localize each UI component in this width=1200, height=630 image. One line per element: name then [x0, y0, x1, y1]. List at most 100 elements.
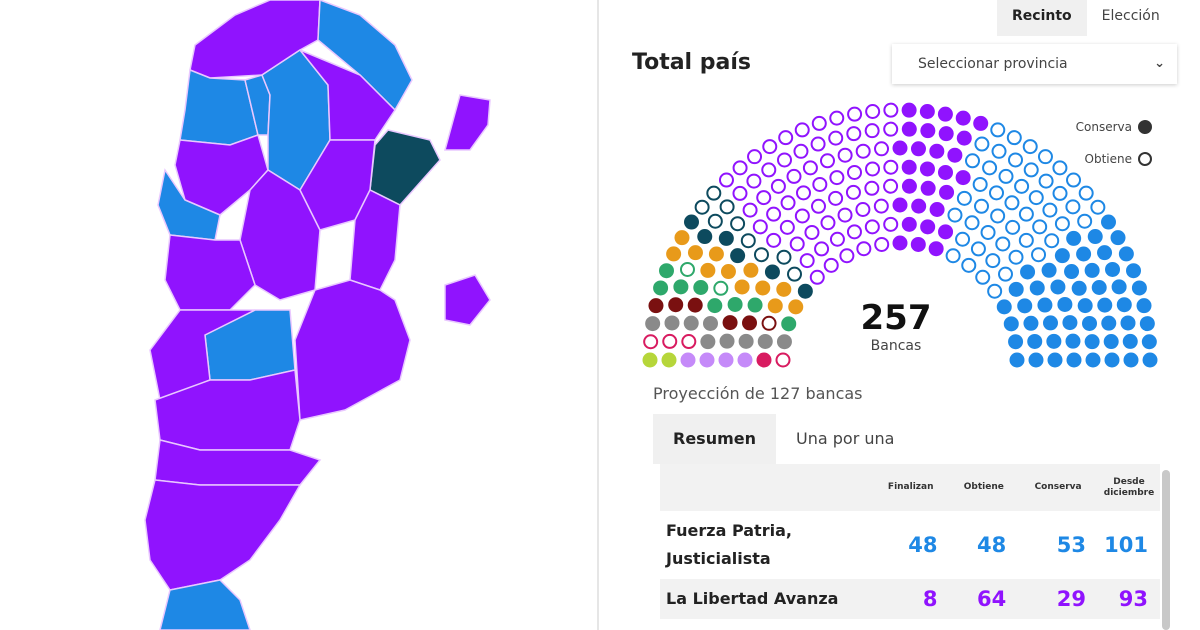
seat-conserva	[648, 298, 664, 314]
seat-obtiene	[713, 280, 729, 296]
seat-obtiene	[845, 184, 861, 200]
province[interactable]	[159, 579, 251, 630]
seat-obtiene	[987, 283, 1003, 299]
seat-obtiene	[1023, 162, 1039, 178]
seat-conserva	[892, 197, 908, 213]
seat-conserva	[956, 130, 972, 146]
filled-circle-icon	[1138, 120, 1152, 134]
province[interactable]	[294, 279, 411, 421]
seat-conserva	[1105, 261, 1121, 277]
seat-obtiene	[732, 185, 748, 201]
obtiene-value: 64	[949, 579, 1019, 619]
seat-conserva	[1050, 279, 1066, 295]
seat-conserva	[1084, 334, 1100, 350]
divider	[597, 0, 599, 630]
seat-obtiene	[779, 219, 795, 235]
total-seats: 257 Bancas	[850, 298, 942, 354]
chevron-down-icon: ⌄	[1154, 56, 1165, 71]
seat-obtiene	[809, 269, 825, 285]
seat-obtiene	[989, 185, 1004, 201]
conserva-value: 53	[1056, 533, 1086, 557]
seat-obtiene	[846, 164, 862, 180]
seat-obtiene	[1008, 152, 1023, 168]
seat-obtiene	[718, 172, 734, 188]
seat-conserva	[1065, 333, 1081, 349]
seat-obtiene	[964, 215, 980, 231]
seat-conserva	[1104, 352, 1120, 368]
seat-obtiene	[753, 247, 769, 263]
seat-conserva	[901, 121, 917, 137]
seat-obtiene	[776, 249, 792, 265]
seat-conserva	[781, 316, 797, 332]
seat-conserva	[756, 352, 772, 368]
seat-conserva	[1064, 264, 1080, 280]
table-scrollbar[interactable]	[1162, 470, 1170, 630]
tab-eleccion[interactable]: Elección	[1101, 8, 1160, 24]
seat-obtiene	[814, 241, 830, 257]
seat-obtiene	[883, 178, 899, 194]
seat-obtiene	[1042, 202, 1058, 218]
seat-conserva	[1103, 334, 1119, 350]
seat-obtiene	[802, 160, 818, 176]
seat-conserva	[1136, 298, 1152, 314]
province[interactable]	[164, 234, 256, 311]
seat-obtiene	[864, 219, 880, 235]
seat-conserva	[1077, 298, 1093, 314]
desde-value: 93	[1098, 579, 1160, 619]
legend-obtiene-label: Obtiene	[1084, 152, 1132, 166]
seat-obtiene	[810, 198, 826, 214]
seat-obtiene	[793, 143, 809, 159]
seat-conserva	[742, 315, 758, 331]
seat-conserva	[718, 230, 734, 246]
seat-obtiene	[1032, 219, 1048, 235]
seat-obtiene	[1022, 139, 1038, 155]
seat-conserva	[720, 264, 736, 280]
seat-conserva	[687, 245, 703, 261]
seat-obtiene	[961, 257, 977, 273]
seat-conserva	[797, 283, 813, 299]
seat-conserva	[1120, 315, 1136, 331]
tab-recinto[interactable]: Recinto	[997, 0, 1087, 36]
finalizan-value: 8	[872, 579, 950, 619]
seat-conserva	[683, 315, 699, 331]
tab-resumen[interactable]: Resumen	[653, 414, 776, 464]
province-select[interactable]: Seleccionar provincia ⌄	[892, 44, 1177, 84]
argentina-map[interactable]	[0, 0, 590, 630]
province[interactable]	[444, 274, 491, 326]
seat-obtiene	[1054, 216, 1070, 232]
seat-obtiene	[985, 253, 1001, 269]
seat-conserva	[1110, 230, 1126, 246]
results-table: Finalizan Obtiene Conserva Desde diciemb…	[660, 464, 1160, 619]
seat-obtiene	[865, 103, 881, 119]
seat-obtiene	[1044, 233, 1060, 249]
province[interactable]	[144, 479, 302, 591]
seat-obtiene	[1005, 219, 1021, 235]
seat-obtiene	[828, 190, 844, 206]
seat-conserva	[901, 178, 917, 194]
col-finalizan: Finalizan	[872, 464, 950, 511]
province[interactable]	[149, 309, 256, 402]
seat-conserva	[1066, 230, 1082, 246]
province[interactable]	[444, 94, 491, 151]
province[interactable]	[369, 129, 441, 206]
seat-conserva	[1082, 315, 1098, 331]
sub-tabs: Resumen Una por una	[653, 414, 914, 464]
projection-text: Proyección de 127 bancas	[653, 384, 863, 403]
seat-conserva	[938, 126, 954, 142]
legend-obtiene: Obtiene	[1085, 152, 1152, 166]
seat-conserva	[788, 299, 804, 315]
seat-conserva	[1008, 334, 1024, 350]
seat-conserva	[1142, 352, 1158, 368]
seat-obtiene	[1090, 199, 1106, 215]
col-conserva: Conserva	[1018, 464, 1098, 511]
seat-obtiene	[945, 248, 961, 264]
seat-conserva	[1027, 333, 1043, 349]
seat-conserva	[764, 264, 780, 280]
seat-obtiene	[839, 248, 855, 264]
seat-conserva	[1122, 333, 1138, 349]
tab-una-por-una[interactable]: Una por una	[796, 429, 895, 448]
seat-obtiene	[706, 185, 722, 201]
seat-obtiene	[681, 334, 697, 350]
seat-obtiene	[883, 159, 899, 175]
seat-obtiene	[995, 236, 1011, 252]
